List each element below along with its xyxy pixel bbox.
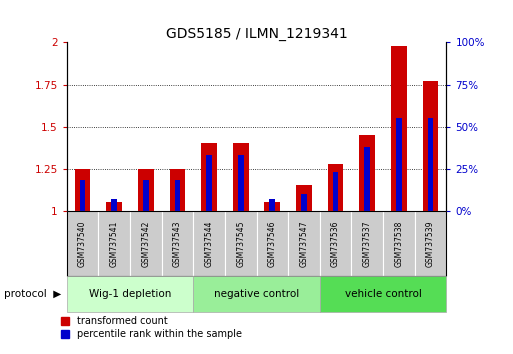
Text: GSM737543: GSM737543 — [173, 220, 182, 267]
Bar — [111, 199, 117, 211]
Bar — [174, 181, 180, 211]
Bar — [428, 118, 433, 211]
Bar — [169, 169, 185, 211]
Bar — [138, 169, 154, 211]
Bar — [383, 211, 415, 276]
Bar — [130, 211, 162, 276]
Bar — [351, 211, 383, 276]
Text: GSM737542: GSM737542 — [141, 220, 150, 267]
Bar — [288, 211, 320, 276]
Bar — [320, 276, 446, 312]
Bar — [328, 164, 344, 211]
Legend: transformed count, percentile rank within the sample: transformed count, percentile rank withi… — [61, 316, 242, 339]
Bar — [320, 211, 351, 276]
Bar — [359, 135, 375, 211]
Text: protocol  ▶: protocol ▶ — [4, 289, 62, 299]
Bar — [233, 143, 249, 211]
Bar — [67, 276, 193, 312]
Bar — [162, 211, 193, 276]
Bar — [396, 118, 402, 211]
Bar — [206, 155, 212, 211]
Text: Wig-1 depletion: Wig-1 depletion — [89, 289, 171, 299]
Bar — [143, 181, 149, 211]
Text: GSM737544: GSM737544 — [205, 220, 213, 267]
Bar — [364, 147, 370, 211]
Bar — [333, 172, 339, 211]
Text: GSM737547: GSM737547 — [300, 220, 308, 267]
Bar — [80, 181, 85, 211]
Text: vehicle control: vehicle control — [345, 289, 422, 299]
Title: GDS5185 / ILMN_1219341: GDS5185 / ILMN_1219341 — [166, 28, 347, 41]
Bar — [415, 211, 446, 276]
Text: GSM737537: GSM737537 — [363, 220, 372, 267]
Bar — [74, 169, 90, 211]
Bar — [193, 211, 225, 276]
Bar — [238, 155, 244, 211]
Text: GSM737541: GSM737541 — [110, 220, 119, 267]
Bar — [391, 46, 407, 211]
Bar — [256, 211, 288, 276]
Text: GSM737539: GSM737539 — [426, 220, 435, 267]
Bar — [296, 185, 312, 211]
Text: GSM737536: GSM737536 — [331, 220, 340, 267]
Text: GSM737545: GSM737545 — [236, 220, 245, 267]
Bar — [269, 199, 275, 211]
Bar — [67, 211, 98, 276]
Text: GSM737546: GSM737546 — [268, 220, 277, 267]
Bar — [106, 202, 122, 211]
Text: negative control: negative control — [214, 289, 299, 299]
Bar — [264, 202, 280, 211]
Bar — [225, 211, 256, 276]
Bar — [98, 211, 130, 276]
Bar — [201, 143, 217, 211]
Bar — [193, 276, 320, 312]
Text: GSM737540: GSM737540 — [78, 220, 87, 267]
Bar — [301, 194, 307, 211]
Bar — [423, 81, 439, 211]
Text: GSM737538: GSM737538 — [394, 220, 403, 267]
